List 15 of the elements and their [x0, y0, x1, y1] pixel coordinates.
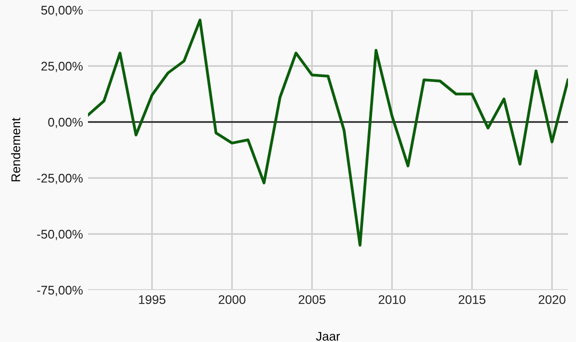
x-tick-label: 1995: [139, 295, 166, 304]
y-tick-label: 25,00%: [41, 62, 83, 72]
y-tick-label: 0,00%: [48, 118, 83, 128]
x-tick-label: 2010: [378, 295, 406, 304]
x-tick-label: 2000: [218, 295, 246, 304]
y-tick-label: -50,00%: [37, 230, 83, 240]
y-tick-label: -75,00%: [37, 286, 83, 296]
y-tick-label: 50,00%: [41, 6, 83, 16]
y-axis-title: Rendement: [11, 118, 20, 182]
x-tick-label: 2015: [458, 295, 486, 304]
line-series: [88, 18, 568, 247]
y-tick-label: -25,00%: [37, 174, 83, 184]
x-axis-title: Jaar: [316, 332, 340, 341]
x-tick-label: 2005: [298, 295, 326, 304]
x-tick-label: 2020: [538, 295, 566, 304]
